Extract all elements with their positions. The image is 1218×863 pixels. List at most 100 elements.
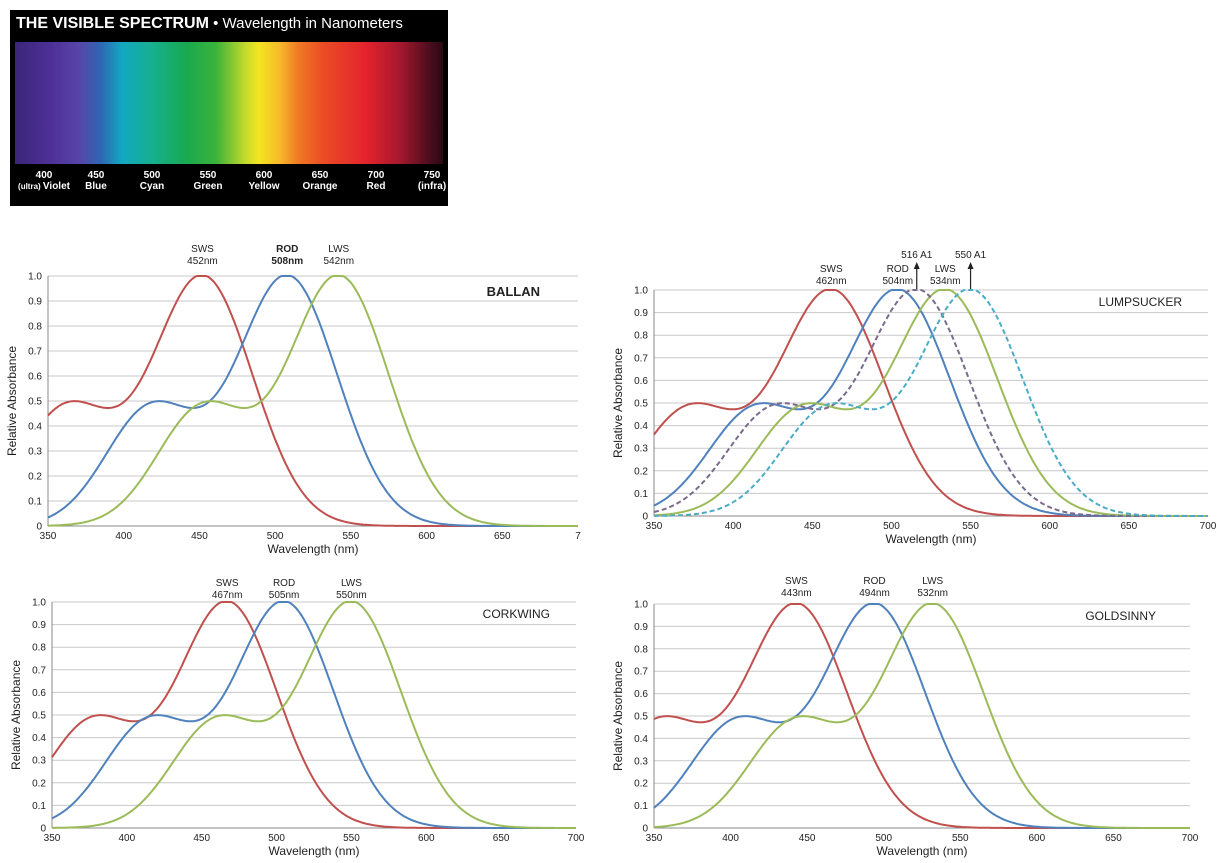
a1-marker-label: 516 A1 — [901, 250, 933, 261]
series-line-rod — [47, 275, 578, 527]
series-line-rod — [51, 601, 576, 829]
grid — [52, 601, 576, 829]
goldsinny-chart: 0 0.1 0.2 0.3 0.4 0.5 0.6 0.7 0.8 0.9 1.0 350 400 450… — [611, 576, 1199, 858]
x-tick-label: 550 — [952, 833, 969, 844]
x-tick-label: 350 — [44, 833, 61, 844]
lumpsucker-chart: 0 0.1 0.2 0.3 0.4 0.5 0.6 0.7 0.8 0.9 1.0 350 400 450… — [611, 250, 1217, 546]
series-line-lws — [653, 603, 1190, 829]
x-tick-label: 650 — [494, 531, 511, 542]
y-tick-label: 1.0 — [634, 600, 648, 611]
chart-title: LUMPSUCKER — [1099, 295, 1183, 309]
chart-title: BALLAN — [487, 284, 540, 299]
y-tick-label: 0.8 — [634, 644, 648, 655]
y-tick-label: 0.6 — [634, 689, 648, 700]
y-tick-label: 0.8 — [634, 331, 648, 342]
peak-label-value: 532nm — [917, 588, 948, 599]
spectrum-tick-450: 450 Blue — [66, 170, 126, 192]
x-tick-label: 700 — [1200, 521, 1217, 532]
spectrum-tick-nm: 450 — [87, 170, 105, 181]
spectrum-gradient-bar — [15, 42, 443, 164]
x-tick-label: 550 — [343, 833, 360, 844]
y-tick-label: 0.3 — [28, 447, 42, 458]
y-tick-label: 0.5 — [634, 712, 648, 723]
y-tick-label: 0 — [642, 824, 648, 835]
y-tick-label: 0.6 — [28, 372, 42, 383]
x-tick-label: 650 — [493, 833, 510, 844]
y-tick-label: 0.1 — [32, 801, 46, 812]
y-tick-label: 0.7 — [634, 667, 648, 678]
y-tick-label: 0.8 — [32, 643, 46, 654]
x-tick-label: 650 — [1121, 521, 1138, 532]
series-line-rod — [653, 289, 1208, 517]
spectrum-tick-color: (ultra) Violet — [14, 181, 74, 192]
peak-label-value: 452nm — [187, 256, 218, 267]
chart-title: CORKWING — [483, 607, 550, 621]
peak-label-value: 505nm — [269, 590, 300, 601]
peak-label-value: 467nm — [212, 590, 243, 601]
spectrum-tick-nm: 400 — [35, 170, 53, 181]
y-tick-label: 0.6 — [32, 688, 46, 699]
peak-label-value: 550nm — [336, 590, 367, 601]
y-tick-label: 0.8 — [28, 322, 42, 333]
x-tick-label: 650 — [1105, 833, 1122, 844]
spectrum-tick-600: 600 Yellow — [234, 170, 294, 192]
y-tick-label: 0.9 — [634, 308, 648, 319]
y-tick-label: 0.2 — [634, 466, 648, 477]
x-tick-label: 400 — [725, 521, 742, 532]
spectrum-tick-color: Cyan — [139, 181, 165, 192]
y-tick-label: 0.4 — [28, 422, 42, 433]
series-line-lws — [47, 275, 578, 527]
y-tick-label: 0.4 — [634, 421, 648, 432]
x-tick-label: 600 — [1041, 521, 1058, 532]
peak-label-name: SWS — [216, 578, 239, 589]
peak-label-name: LWS — [328, 244, 349, 255]
peak-label-value: 443nm — [781, 588, 812, 599]
x-tick-label: 500 — [875, 833, 892, 844]
peak-label-name: SWS — [820, 264, 843, 275]
y-tick-label: 0.5 — [634, 399, 648, 410]
y-tick-label: 0.3 — [634, 756, 648, 767]
spectrum-tick-color: Green — [193, 181, 223, 192]
spectrum-tick-prefix: (ultra) — [18, 182, 43, 191]
peak-label-name: LWS — [935, 264, 956, 275]
spectrum-tick-650: 650 Orange — [290, 170, 350, 192]
chart-title: GOLDSINNY — [1085, 609, 1156, 623]
x-axis-label: Wavelength (nm) — [886, 532, 977, 546]
y-tick-label: 0.2 — [32, 778, 46, 789]
y-tick-label: 0 — [40, 824, 46, 835]
spectrum-title-main: THE VISIBLE SPECTRUM — [16, 15, 209, 32]
x-tick-label: 350 — [646, 833, 663, 844]
x-tick-label: 600 — [418, 531, 435, 542]
y-tick-label: 0.5 — [28, 397, 42, 408]
y-tick-label: 0.9 — [634, 622, 648, 633]
peak-label-value: 542nm — [323, 256, 354, 267]
x-tick-label: 450 — [191, 531, 208, 542]
spectrum-title-sub: • Wavelength in Nanometers — [213, 15, 403, 32]
spectrum-tick-400: 400 (ultra) Violet — [14, 170, 74, 192]
x-tick-label: 400 — [119, 833, 136, 844]
spectrum-tick-700: 700 Red — [346, 170, 406, 192]
y-tick-label: 0.1 — [28, 497, 42, 508]
arrow-up-icon — [967, 262, 974, 269]
grid — [654, 289, 1208, 517]
spectrum-tick-color: Orange — [302, 181, 338, 192]
spectrum-tick-nm: 600 — [255, 170, 273, 181]
y-tick-label: 0.7 — [634, 353, 648, 364]
spectrum-tick-500: 500 Cyan — [122, 170, 182, 192]
x-tick-label: 7 — [575, 531, 581, 542]
peak-label-value: 494nm — [859, 588, 890, 599]
grid — [48, 275, 578, 527]
series-line-lws — [653, 289, 1208, 517]
ballan-chart: 0 0.1 0.2 0.3 0.4 0.5 0.6 0.7 0.8 0.9 1.0 350 400 450… — [5, 244, 581, 556]
y-tick-label: 1.0 — [28, 272, 42, 283]
y-tick-label: 0.1 — [634, 489, 648, 500]
y-tick-label: 1.0 — [634, 286, 648, 297]
peak-label-value: 504nm — [882, 276, 913, 287]
corkwing-chart: 0 0.1 0.2 0.3 0.4 0.5 0.6 0.7 0.8 0.9 1.0 350 400 450… — [9, 578, 585, 858]
peak-label-value: 534nm — [930, 276, 961, 287]
y-tick-label: 0.7 — [32, 665, 46, 676]
peak-label-name: LWS — [341, 578, 362, 589]
visible-spectrum-panel: THE VISIBLE SPECTRUM • Wavelength in Nan… — [10, 10, 448, 206]
series-line-lws — [52, 601, 576, 829]
x-tick-label: 500 — [267, 531, 284, 542]
